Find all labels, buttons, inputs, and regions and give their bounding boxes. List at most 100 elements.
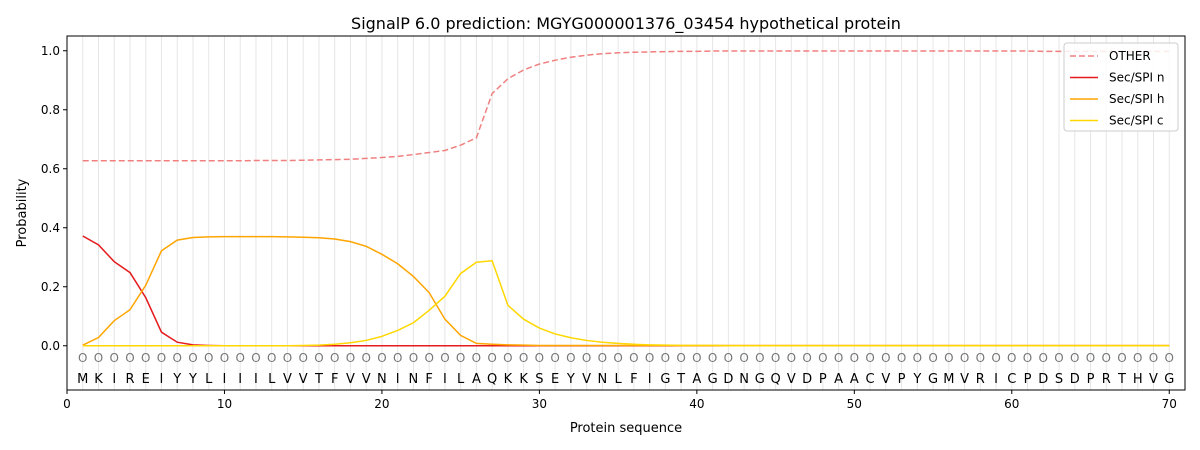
- region-label: O: [550, 351, 559, 365]
- region-label: O: [913, 351, 922, 365]
- region-label: O: [739, 351, 748, 365]
- residue-label: V: [1149, 372, 1158, 387]
- region-label: O: [172, 351, 181, 365]
- region-label: O: [1023, 351, 1032, 365]
- region-label: O: [645, 351, 654, 365]
- residue-label: D: [802, 372, 812, 387]
- series-line: [82, 50, 1170, 162]
- series-line: [82, 235, 1170, 347]
- plot-frame: [66, 35, 1186, 391]
- residue-label: S: [535, 372, 543, 387]
- region-label: O: [251, 351, 260, 365]
- legend-label: Sec/SPI c: [1109, 114, 1163, 128]
- region-label: O: [94, 351, 103, 365]
- residue-label: I: [223, 372, 227, 387]
- residue-label: I: [994, 372, 998, 387]
- legend-label: Sec/SPI n: [1109, 71, 1164, 85]
- region-label: O: [976, 351, 985, 365]
- region-label: O: [881, 351, 890, 365]
- region-label: O: [1070, 351, 1079, 365]
- region-label: O: [818, 351, 827, 365]
- residue-label: E: [551, 372, 559, 387]
- region-label: O: [503, 351, 512, 365]
- region-label: O: [78, 351, 87, 365]
- x-tick-label: 60: [1004, 397, 1019, 411]
- region-label: O: [220, 351, 229, 365]
- residue-label: G: [660, 372, 670, 387]
- region-label: O: [487, 351, 496, 365]
- region-label: O: [991, 351, 1000, 365]
- residue-label: M: [77, 372, 88, 387]
- region-label: O: [314, 351, 323, 365]
- x-tick-label: 40: [689, 397, 704, 411]
- region-label: O: [928, 351, 937, 365]
- residue-label: G: [1164, 372, 1174, 387]
- residue-label: K: [94, 372, 103, 387]
- x-tick-label: 30: [532, 397, 547, 411]
- y-axis-ticks: 0.0 0.2 0.4 0.6 0.8 1.0: [41, 44, 67, 353]
- region-label: O: [535, 351, 544, 365]
- region-label: O: [519, 351, 528, 365]
- region-label: O: [661, 351, 670, 365]
- residue-label: Y: [188, 372, 197, 387]
- region-label: O: [141, 351, 150, 365]
- residue-label: K: [504, 372, 513, 387]
- y-tick-label: 0.6: [41, 162, 60, 176]
- residue-label: I: [160, 372, 164, 387]
- residue-label: I: [648, 372, 652, 387]
- residue-label: I: [254, 372, 258, 387]
- y-axis-label: Probability: [15, 178, 30, 247]
- region-label: O: [361, 351, 370, 365]
- y-tick-label: 0.8: [41, 103, 60, 117]
- y-tick-label: 1.0: [41, 44, 60, 58]
- x-axis-label: Protein sequence: [570, 421, 682, 436]
- residue-label: T: [676, 372, 685, 387]
- residue-label: R: [125, 372, 134, 387]
- region-label: O: [1039, 351, 1048, 365]
- region-label: O: [944, 351, 953, 365]
- region-label: O: [409, 351, 418, 365]
- region-label: O: [267, 351, 276, 365]
- residue-label: V: [362, 372, 371, 387]
- residue-label: L: [615, 372, 623, 387]
- region-label: O: [629, 351, 638, 365]
- residue-label: V: [346, 372, 355, 387]
- region-label: O: [724, 351, 733, 365]
- region-label: O: [1165, 351, 1174, 365]
- residue-label: A: [834, 372, 843, 387]
- legend-box: [1063, 42, 1179, 132]
- series-lines: [82, 50, 1170, 347]
- region-label: O: [393, 351, 402, 365]
- residue-label: I: [238, 372, 242, 387]
- region-label: O: [787, 351, 796, 365]
- region-label: O: [424, 351, 433, 365]
- region-label: O: [755, 351, 764, 365]
- region-label: O: [692, 351, 701, 365]
- y-tick-label: 0.0: [41, 339, 60, 353]
- residue-label: F: [425, 372, 432, 387]
- region-label: O: [850, 351, 859, 365]
- region-label: O: [582, 351, 591, 365]
- residue-label: L: [268, 372, 276, 387]
- region-label: O: [440, 351, 449, 365]
- region-label: O: [834, 351, 843, 365]
- residue-label: L: [205, 372, 213, 387]
- region-label: O: [157, 351, 166, 365]
- region-label: O: [110, 351, 119, 365]
- region-label: O: [235, 351, 244, 365]
- residue-label: V: [283, 372, 292, 387]
- region-label: O: [188, 351, 197, 365]
- x-tick-label: 20: [374, 397, 389, 411]
- region-label: O: [1007, 351, 1016, 365]
- grid-lines: [82, 36, 1170, 390]
- residue-label: A: [472, 372, 481, 387]
- region-label: O: [1086, 351, 1095, 365]
- chart-title: SignalP 6.0 prediction: MGYG000001376_03…: [351, 14, 901, 34]
- region-label: O: [566, 351, 575, 365]
- x-axis-ticks: 0 10 20 30 40 50 60 70: [63, 390, 1177, 411]
- y-tick-label: 0.4: [41, 221, 60, 235]
- region-label: O: [1054, 351, 1063, 365]
- region-label: O: [960, 351, 969, 365]
- residue-label: G: [708, 372, 718, 387]
